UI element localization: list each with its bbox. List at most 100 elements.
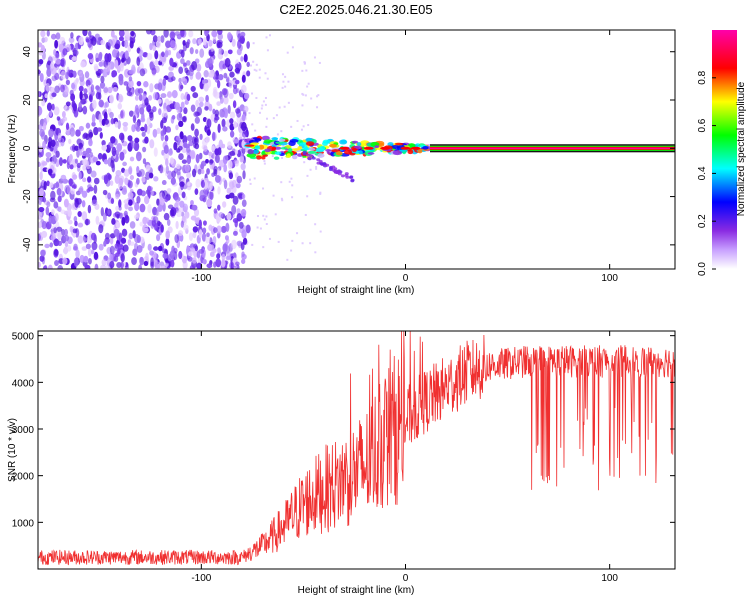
noise-speck xyxy=(87,52,94,60)
noise-speck xyxy=(45,156,51,163)
noise-speck xyxy=(49,146,54,152)
signal-blob xyxy=(349,175,354,179)
noise-speck xyxy=(248,112,251,115)
noise-speck xyxy=(195,99,200,107)
noise-speck xyxy=(85,218,89,226)
noise-speck xyxy=(145,164,151,172)
noise-speck xyxy=(50,190,56,201)
noise-speck xyxy=(170,76,176,82)
noise-speck xyxy=(233,121,237,129)
noise-speck xyxy=(234,79,240,85)
noise-speck xyxy=(87,204,92,214)
noise-speck xyxy=(290,177,293,180)
noise-speck xyxy=(73,215,78,223)
noise-speck xyxy=(70,93,76,102)
noise-speck xyxy=(218,211,224,218)
noise-speck xyxy=(296,232,299,235)
signal-blob xyxy=(271,137,278,141)
noise-speck xyxy=(169,157,174,165)
noise-speck xyxy=(268,237,271,240)
noise-speck xyxy=(43,180,47,191)
noise-speck xyxy=(90,170,97,178)
noise-speck xyxy=(282,145,285,148)
noise-speck xyxy=(128,206,133,212)
noise-speck xyxy=(126,91,133,97)
signal-blob xyxy=(305,141,315,147)
noise-speck xyxy=(139,256,144,266)
noise-speck xyxy=(208,103,213,112)
noise-speck xyxy=(184,164,190,173)
noise-speck xyxy=(291,239,294,242)
signal-blob xyxy=(255,155,262,160)
noise-speck xyxy=(152,92,158,101)
noise-speck xyxy=(286,51,289,54)
noise-speck xyxy=(170,40,176,48)
noise-speck xyxy=(203,220,207,226)
noise-speck xyxy=(98,68,104,74)
noise-speck xyxy=(78,36,84,46)
y-tick-label: 1000 xyxy=(12,518,35,529)
spectrogram-y-axis-label: Frequency (Hz) xyxy=(7,115,18,184)
noise-speck xyxy=(110,197,115,204)
noise-speck xyxy=(100,264,107,269)
noise-speck xyxy=(91,113,96,124)
noise-speck xyxy=(118,73,124,82)
noise-speck xyxy=(63,228,69,237)
noise-speck xyxy=(97,152,103,160)
noise-speck xyxy=(88,129,93,139)
noise-speck xyxy=(199,48,205,58)
noise-speck xyxy=(65,44,72,52)
noise-speck xyxy=(241,199,247,208)
noise-speck xyxy=(78,85,84,92)
noise-speck xyxy=(201,180,205,188)
noise-speck xyxy=(78,171,82,180)
noise-speck xyxy=(50,235,55,241)
noise-speck xyxy=(314,157,317,160)
signal-blob xyxy=(247,148,254,155)
signal-blob xyxy=(271,146,276,151)
noise-speck xyxy=(60,59,65,65)
noise-speck xyxy=(218,47,223,55)
noise-speck xyxy=(107,192,112,200)
noise-speck xyxy=(63,198,69,208)
signal-blob xyxy=(407,149,414,155)
noise-speck xyxy=(136,234,141,244)
noise-speck xyxy=(93,251,99,260)
noise-speck xyxy=(85,122,91,129)
noise-speck xyxy=(49,197,56,203)
noise-speck xyxy=(182,40,186,46)
noise-speck xyxy=(258,76,261,79)
noise-speck xyxy=(286,258,289,261)
noise-speck xyxy=(157,245,163,252)
noise-speck xyxy=(109,111,114,119)
noise-speck xyxy=(129,175,135,181)
noise-speck xyxy=(124,177,129,185)
noise-speck xyxy=(202,258,207,265)
noise-speck xyxy=(154,261,160,269)
noise-speck xyxy=(180,101,185,109)
noise-speck xyxy=(306,195,309,198)
noise-speck xyxy=(175,124,179,131)
noise-speck xyxy=(216,41,223,49)
noise-speck xyxy=(118,30,125,38)
noise-speck xyxy=(215,258,222,268)
noise-speck xyxy=(163,144,169,155)
noise-speck xyxy=(104,101,110,108)
noise-speck xyxy=(47,264,53,269)
noise-speck xyxy=(304,94,307,97)
noise-speck xyxy=(176,112,183,121)
noise-speck xyxy=(198,101,204,108)
signal-blob xyxy=(392,150,403,156)
noise-speck xyxy=(192,226,199,233)
noise-speck xyxy=(214,175,221,183)
noise-speck xyxy=(127,180,133,189)
spectrogram-x-axis-label: Height of straight line (km) xyxy=(298,285,415,296)
noise-speck xyxy=(262,246,265,249)
noise-speck xyxy=(149,82,154,93)
noise-speck xyxy=(38,212,42,218)
noise-speck xyxy=(216,253,221,260)
noise-speck xyxy=(163,30,169,38)
noise-speck xyxy=(100,39,106,45)
noise-speck xyxy=(272,194,275,197)
noise-speck xyxy=(194,116,200,124)
